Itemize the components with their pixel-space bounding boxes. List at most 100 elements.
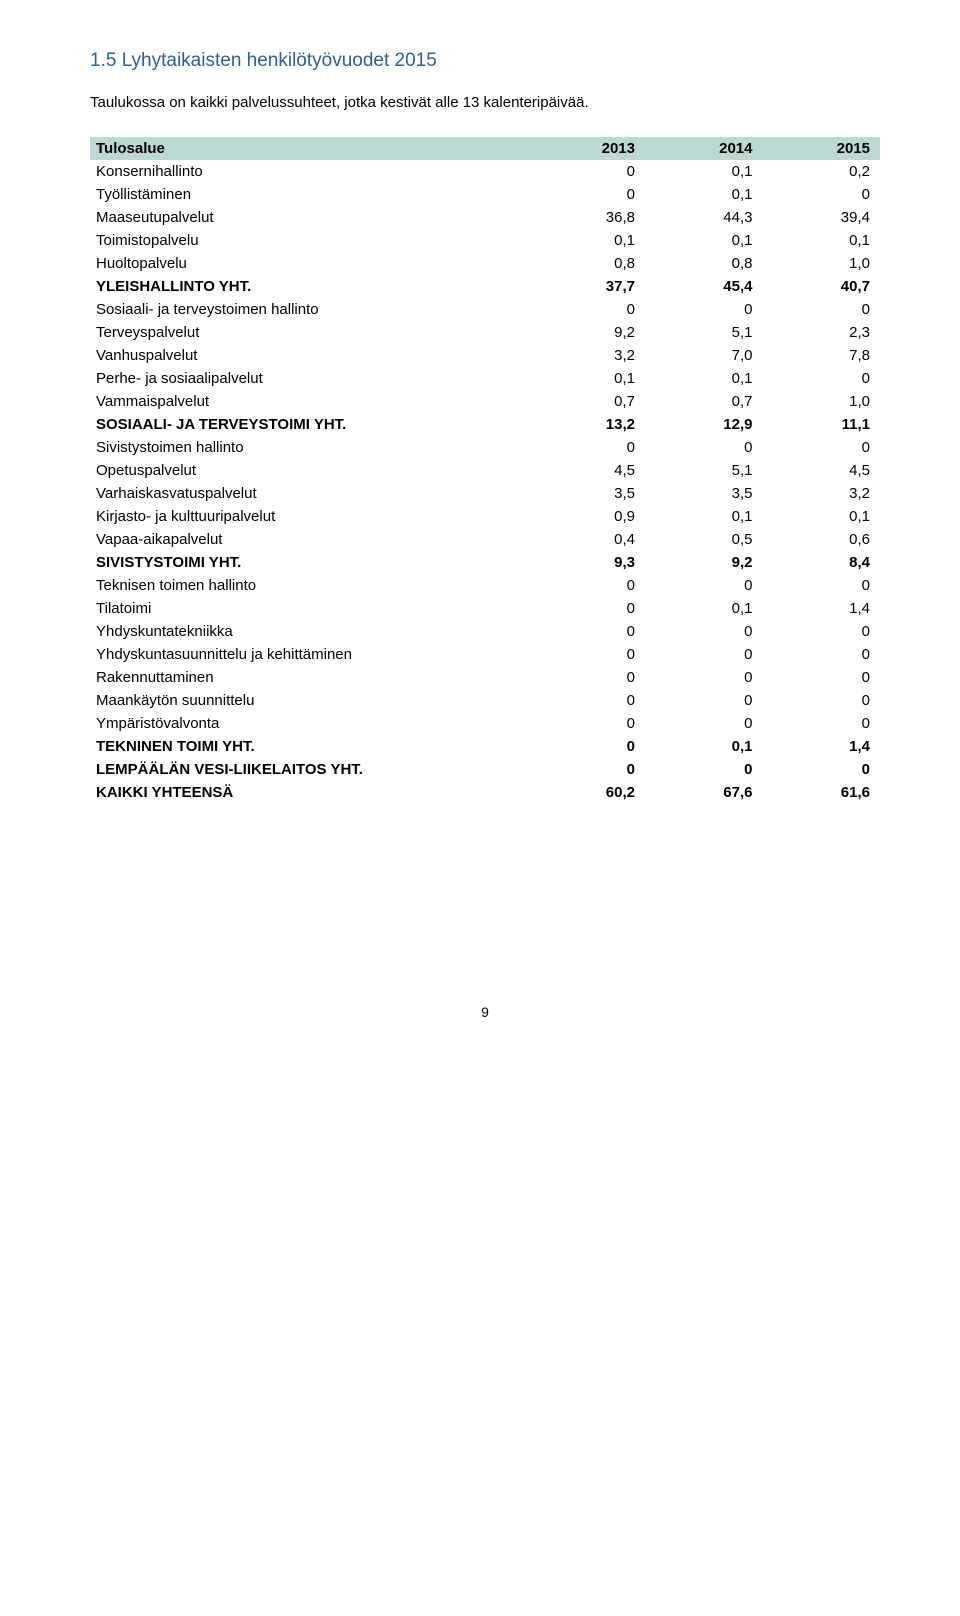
row-label: LEMPÄÄLÄN VESI-LIIKELAITOS YHT. [90,758,527,781]
row-value: 40,7 [762,275,880,298]
row-label: Sosiaali- ja terveystoimen hallinto [90,298,527,321]
table-row: Huoltopalvelu0,80,81,0 [90,252,880,275]
row-value: 37,7 [527,275,645,298]
row-value: 0,4 [527,528,645,551]
row-value: 0 [645,643,763,666]
col-header-2013: 2013 [527,137,645,160]
table-header-row: Tulosalue 2013 2014 2015 [90,137,880,160]
row-value: 0,1 [645,367,763,390]
table-row: Ympäristövalvonta000 [90,712,880,735]
row-value: 0,1 [645,160,763,183]
row-value: 0,5 [645,528,763,551]
row-value: 0 [645,712,763,735]
row-value: 0 [527,597,645,620]
row-value: 1,4 [762,597,880,620]
table-row: SIVISTYSTOIMI YHT.9,39,28,4 [90,551,880,574]
table-row: Rakennuttaminen000 [90,666,880,689]
row-value: 0 [645,758,763,781]
table-row: Vammaispalvelut0,70,71,0 [90,390,880,413]
row-value: 0,1 [645,229,763,252]
row-label: Vammaispalvelut [90,390,527,413]
row-value: 0,1 [645,597,763,620]
row-label: SIVISTYSTOIMI YHT. [90,551,527,574]
row-value: 1,0 [762,252,880,275]
row-value: 0,1 [762,229,880,252]
row-value: 5,1 [645,459,763,482]
row-label: Maaseutupalvelut [90,206,527,229]
row-value: 8,4 [762,551,880,574]
row-value: 4,5 [527,459,645,482]
row-value: 0 [762,643,880,666]
table-row: Sosiaali- ja terveystoimen hallinto000 [90,298,880,321]
row-value: 0,8 [645,252,763,275]
row-value: 44,3 [645,206,763,229]
row-value: 67,6 [645,781,763,804]
row-value: 5,1 [645,321,763,344]
row-label: KAIKKI YHTEENSÄ [90,781,527,804]
row-value: 0 [527,758,645,781]
table-row: Työllistäminen00,10 [90,183,880,206]
row-value: 0,1 [645,735,763,758]
table-row: Perhe- ja sosiaalipalvelut0,10,10 [90,367,880,390]
row-value: 0 [527,574,645,597]
row-value: 0 [645,689,763,712]
section-heading: 1.5 Lyhytaikaisten henkilötyövuodet 2015 [90,50,880,72]
row-label: Rakennuttaminen [90,666,527,689]
row-label: Toimistopalvelu [90,229,527,252]
row-value: 0 [762,758,880,781]
table-row: YLEISHALLINTO YHT.37,745,440,7 [90,275,880,298]
row-value: 0 [762,436,880,459]
row-value: 0,1 [527,229,645,252]
table-row: LEMPÄÄLÄN VESI-LIIKELAITOS YHT.000 [90,758,880,781]
row-label: Maankäytön suunnittelu [90,689,527,712]
row-value: 11,1 [762,413,880,436]
row-value: 0 [762,367,880,390]
row-value: 0 [762,689,880,712]
page-number: 9 [90,1004,880,1020]
row-value: 0 [762,574,880,597]
row-value: 0 [527,436,645,459]
row-value: 2,3 [762,321,880,344]
row-value: 60,2 [527,781,645,804]
row-label: Yhdyskuntasuunnittelu ja kehittäminen [90,643,527,666]
row-value: 0 [645,574,763,597]
row-value: 12,9 [645,413,763,436]
row-label: Kirjasto- ja kulttuuripalvelut [90,505,527,528]
table-row: Yhdyskuntasuunnittelu ja kehittäminen000 [90,643,880,666]
row-value: 0 [527,183,645,206]
row-value: 3,2 [527,344,645,367]
row-value: 3,5 [527,482,645,505]
row-value: 0 [645,620,763,643]
row-label: Konsernihallinto [90,160,527,183]
row-label: Työllistäminen [90,183,527,206]
table-row: Toimistopalvelu0,10,10,1 [90,229,880,252]
row-label: Yhdyskuntatekniikka [90,620,527,643]
row-label: YLEISHALLINTO YHT. [90,275,527,298]
row-value: 0 [762,620,880,643]
col-header-label: Tulosalue [90,137,527,160]
table-row: KAIKKI YHTEENSÄ60,267,661,6 [90,781,880,804]
row-label: Ympäristövalvonta [90,712,527,735]
row-label: Terveyspalvelut [90,321,527,344]
row-value: 0 [645,436,763,459]
row-value: 39,4 [762,206,880,229]
row-value: 0 [762,712,880,735]
row-value: 0,2 [762,160,880,183]
table-row: Vanhuspalvelut3,27,07,8 [90,344,880,367]
table-row: Teknisen toimen hallinto000 [90,574,880,597]
row-value: 0,1 [527,367,645,390]
row-value: 1,0 [762,390,880,413]
row-label: Varhaiskasvatuspalvelut [90,482,527,505]
row-value: 0,7 [645,390,763,413]
table-row: TEKNINEN TOIMI YHT.00,11,4 [90,735,880,758]
table-row: Varhaiskasvatuspalvelut3,53,53,2 [90,482,880,505]
row-label: Huoltopalvelu [90,252,527,275]
table-row: SOSIAALI- JA TERVEYSTOIMI YHT.13,212,911… [90,413,880,436]
row-value: 9,2 [527,321,645,344]
table-row: Kirjasto- ja kulttuuripalvelut0,90,10,1 [90,505,880,528]
table-row: Opetuspalvelut4,55,14,5 [90,459,880,482]
row-label: Sivistystoimen hallinto [90,436,527,459]
row-value: 0,1 [762,505,880,528]
table-row: Yhdyskuntatekniikka000 [90,620,880,643]
row-label: Tilatoimi [90,597,527,620]
